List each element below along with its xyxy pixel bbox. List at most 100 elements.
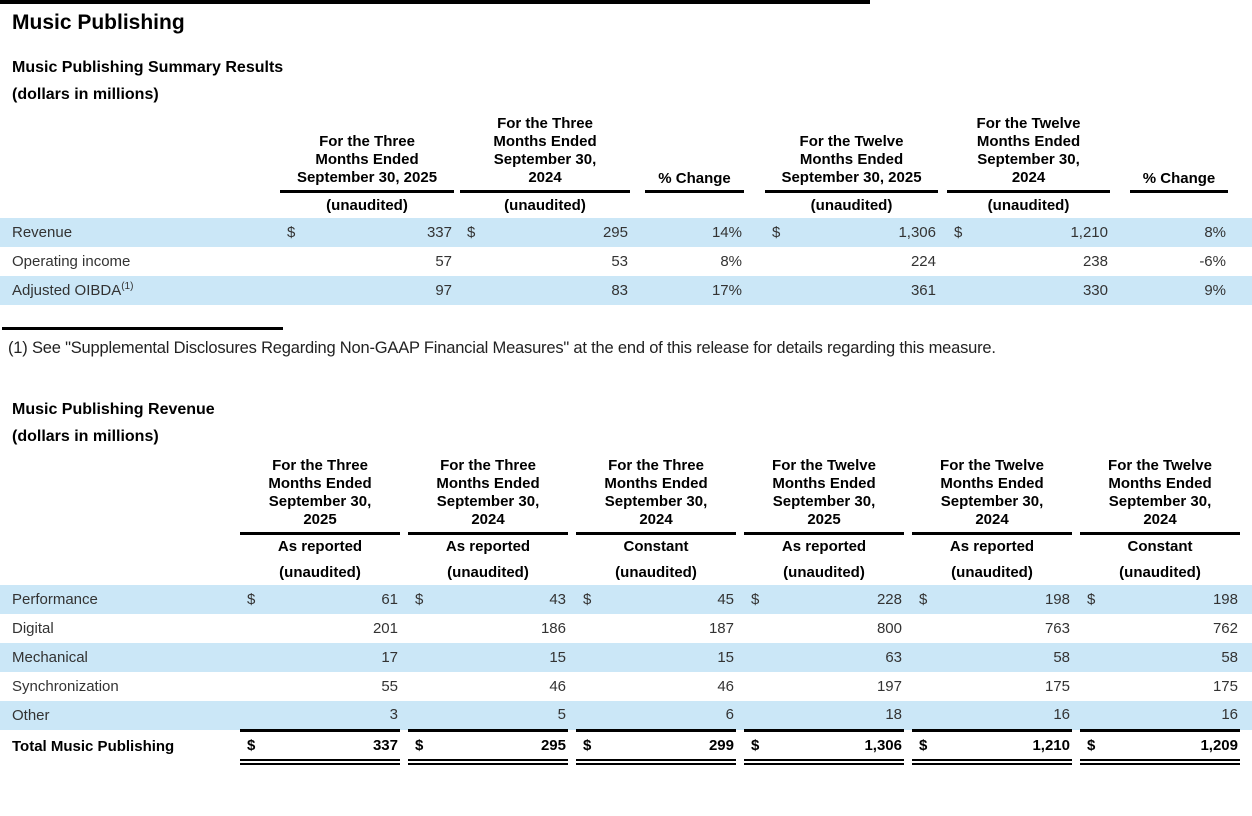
row-label: Total Music Publishing xyxy=(12,737,175,755)
cell-value: 15 xyxy=(717,649,734,666)
cell-value: 800 xyxy=(876,620,902,637)
dollar-sign: $ xyxy=(247,591,256,608)
col-header: For the Twelve Months Ended September 30… xyxy=(765,115,938,193)
pct-value: 14% xyxy=(711,223,742,241)
cell-value: 763 xyxy=(1044,620,1070,637)
section1-heading: Music Publishing Summary Results xyxy=(12,59,284,76)
table-row-performance: Performance $ 61 $ 43 $ 45 $ 228 $ 198 $… xyxy=(0,585,1252,614)
cell-value: 228 xyxy=(876,591,902,608)
dollar-sign: $ xyxy=(576,728,604,765)
revenue-header-row: For the Three Months Ended September 30,… xyxy=(0,456,1252,535)
unaudited-label: (unaudited) xyxy=(326,196,408,214)
col-subheader: As reported xyxy=(949,538,1035,556)
dollar-sign: $ xyxy=(1080,728,1108,765)
dollar-sign: $ xyxy=(287,223,296,241)
pct-value: 17% xyxy=(711,281,742,299)
col-header: For the Three Months Ended September 30,… xyxy=(460,115,630,193)
col-subheader: Constant xyxy=(1127,538,1193,556)
cell-value: 299 xyxy=(604,728,736,765)
cell-value: 201 xyxy=(372,620,398,637)
dollar-sign: $ xyxy=(583,591,592,608)
cell-value: 6 xyxy=(725,706,734,724)
row-label: Digital xyxy=(12,620,54,637)
dollar-sign: $ xyxy=(415,591,424,608)
col-header-pct-change: % Change xyxy=(645,115,744,193)
footnote-text: (1) See "Supplemental Disclosures Regard… xyxy=(8,338,996,357)
unaudited-label: (unaudited) xyxy=(447,563,529,581)
col-header: For the Twelve Months Ended September 30… xyxy=(912,456,1072,535)
cell-value: 97 xyxy=(435,281,452,299)
cell-value: 224 xyxy=(910,252,936,270)
col-header: For the Twelve Months Ended September 30… xyxy=(744,456,904,535)
col-header: For the Three Months Ended September 30,… xyxy=(240,456,400,535)
table-row-synchronization: Synchronization 55 46 46 197 175 175 xyxy=(0,672,1252,701)
cell-value: 46 xyxy=(717,678,734,695)
summary-header-row: For the Three Months Ended September 30,… xyxy=(0,115,1252,193)
cell-value: 175 xyxy=(1044,678,1070,695)
revenue-unaudited-row: (unaudited) (unaudited) (unaudited) (una… xyxy=(0,559,1252,585)
unaudited-label: (unaudited) xyxy=(783,563,865,581)
cell-value: 46 xyxy=(549,678,566,695)
cell-value: 45 xyxy=(717,591,734,608)
cell-value: 18 xyxy=(885,706,902,724)
cell-value: 198 xyxy=(1212,591,1238,608)
cell-value: 15 xyxy=(549,649,566,666)
row-label: Mechanical xyxy=(12,649,88,666)
cell-value: 197 xyxy=(876,678,902,695)
dollar-sign: $ xyxy=(467,223,476,241)
revenue-subheader-row: As reported As reported Constant As repo… xyxy=(0,533,1252,559)
section2-subheading: (dollars in millions) xyxy=(12,427,159,445)
cell-value: 83 xyxy=(611,281,628,299)
cell-value: 186 xyxy=(540,620,566,637)
cell-value: 337 xyxy=(426,223,452,241)
cell-value: 57 xyxy=(435,252,452,270)
footnote-ref: (1) xyxy=(121,281,134,292)
pct-value: 8% xyxy=(1204,223,1226,241)
revenue-table: For the Three Months Ended September 30,… xyxy=(0,456,1252,765)
col-header: For the Three Months Ended September 30,… xyxy=(576,456,736,535)
dollar-sign: $ xyxy=(751,591,760,608)
col-header: For the Twelve Months Ended September 30… xyxy=(1080,456,1240,535)
footnote-separator xyxy=(2,326,283,330)
unaudited-label: (unaudited) xyxy=(951,563,1033,581)
table-row-operating-income: Operating income 57 53 8% 224 238 -6% xyxy=(0,247,1252,276)
cell-value: 1,209 xyxy=(1108,728,1240,765)
cell-value: 17 xyxy=(381,649,398,666)
dollar-sign: $ xyxy=(919,591,928,608)
section2-heading: Music Publishing Revenue xyxy=(12,400,215,418)
cell-value: 58 xyxy=(1053,649,1070,666)
cell-value: 330 xyxy=(1082,281,1108,299)
cell-value: 1,306 xyxy=(772,728,904,765)
unaudited-label: (unaudited) xyxy=(615,563,697,581)
table-row-other: Other 3 5 6 18 16 16 xyxy=(0,701,1252,730)
cell-value: 5 xyxy=(557,706,566,724)
cell-value: 43 xyxy=(549,591,566,608)
table-row-revenue: Revenue $ 337 $ 295 14% $ 1,306 $ 1,210 … xyxy=(0,217,1252,247)
cell-value: 175 xyxy=(1212,678,1238,695)
unaudited-label: (unaudited) xyxy=(279,563,361,581)
cell-value: 58 xyxy=(1221,649,1238,666)
top-rule xyxy=(0,0,870,4)
cell-value: 198 xyxy=(1044,591,1070,608)
cell-value: 61 xyxy=(381,591,398,608)
cell-value: 337 xyxy=(268,728,400,765)
unaudited-label: (unaudited) xyxy=(1119,563,1201,581)
row-label: Adjusted OIBDA xyxy=(12,282,122,299)
cell-value: 238 xyxy=(1082,252,1108,270)
row-label: Revenue xyxy=(12,223,73,241)
unaudited-label: (unaudited) xyxy=(810,196,893,214)
pct-value: 8% xyxy=(720,252,742,270)
col-header: For the Three Months Ended September 30,… xyxy=(280,115,454,193)
cell-value: 361 xyxy=(910,281,936,299)
unaudited-label: (unaudited) xyxy=(504,196,586,214)
cell-value: 3 xyxy=(389,706,398,724)
pct-value: -6% xyxy=(1199,252,1226,270)
cell-value: 295 xyxy=(436,728,568,765)
cell-value: 53 xyxy=(611,252,628,270)
table-row-mechanical: Mechanical 17 15 15 63 58 58 xyxy=(0,643,1252,672)
dollar-sign: $ xyxy=(1087,591,1096,608)
col-subheader: As reported xyxy=(445,538,531,556)
col-subheader: As reported xyxy=(781,538,867,556)
cell-value: 1,210 xyxy=(1070,223,1108,241)
